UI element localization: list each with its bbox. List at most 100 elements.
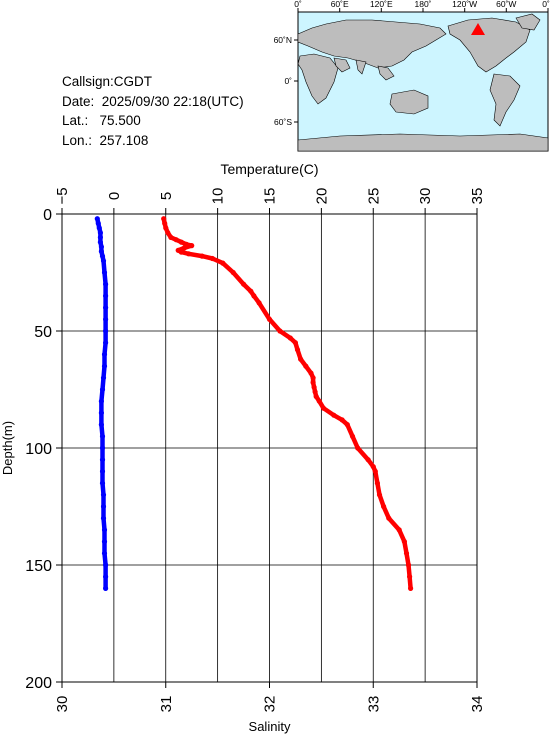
temperature-point bbox=[101, 539, 108, 545]
temperature-point bbox=[100, 258, 107, 264]
antarctica-landmass bbox=[297, 133, 549, 152]
salinity-point bbox=[313, 393, 319, 400]
temperature-point bbox=[98, 410, 104, 416]
top-axis-tick-label: 0 bbox=[106, 192, 123, 200]
salinity-point bbox=[199, 253, 205, 259]
map-lon-label: 120˚E bbox=[370, 0, 393, 9]
salinity-point bbox=[230, 269, 236, 276]
salinity-point bbox=[241, 281, 247, 287]
salinity-point bbox=[407, 574, 413, 580]
map-lon-label: 120˚W bbox=[452, 0, 477, 9]
temperature-point bbox=[103, 305, 109, 311]
temperature-point bbox=[99, 253, 106, 259]
salinity-point bbox=[186, 251, 192, 257]
bottom-axis-tick-label: 31 bbox=[158, 696, 175, 713]
eurasia-landmass bbox=[297, 19, 447, 69]
temperature-point bbox=[97, 230, 103, 236]
temperature-point bbox=[100, 503, 107, 510]
arabia-landmass bbox=[333, 57, 351, 73]
temperature-point bbox=[103, 340, 109, 346]
top-axis-tick-label: −5 bbox=[54, 187, 71, 204]
bottom-axis-tick-label: 32 bbox=[262, 696, 279, 713]
temperature-point bbox=[99, 433, 106, 439]
salinity-point bbox=[287, 335, 293, 341]
temperature-point bbox=[101, 550, 108, 556]
map-tick-marks bbox=[294, 8, 549, 123]
temperature-point bbox=[95, 220, 101, 226]
temperature-point bbox=[103, 281, 109, 287]
salinity-point bbox=[370, 464, 376, 470]
temperature-point bbox=[99, 386, 106, 393]
temperature-point bbox=[101, 363, 108, 369]
left-axis-title: Depth(m) bbox=[0, 421, 15, 475]
temperature-point bbox=[103, 574, 109, 580]
temperature-point bbox=[103, 316, 109, 322]
salinity-point bbox=[256, 300, 262, 306]
salinity-point bbox=[365, 457, 371, 463]
temperature-point bbox=[99, 468, 106, 474]
temperature-point bbox=[103, 585, 109, 592]
salinity-point bbox=[310, 375, 316, 381]
salinity-point bbox=[294, 347, 301, 353]
salinity-point bbox=[163, 225, 169, 231]
map-lat-label: 60˚N bbox=[274, 35, 292, 45]
salinity-point bbox=[316, 398, 322, 404]
temperature-point bbox=[99, 457, 106, 463]
africa-landmass bbox=[297, 53, 339, 105]
temperature-point bbox=[101, 351, 108, 357]
temperature-point bbox=[103, 328, 109, 334]
temperature-point bbox=[101, 269, 108, 276]
temperature-point bbox=[100, 492, 107, 498]
left-axis-tick-label: 200 bbox=[25, 675, 52, 692]
salinity-point bbox=[209, 255, 215, 262]
salinity-point bbox=[401, 539, 407, 545]
top-axis-title: Temperature(C) bbox=[220, 161, 318, 177]
top-axis-tick-label: 20 bbox=[313, 188, 330, 205]
bottom-axis-tick-label: 30 bbox=[54, 696, 71, 713]
salinity-point bbox=[374, 480, 380, 486]
map-lon-label: 0˚ bbox=[294, 0, 302, 9]
salinity-point bbox=[308, 370, 314, 376]
temperature-point bbox=[98, 244, 104, 250]
salinity-point bbox=[376, 492, 383, 498]
station-info: Callsign:CGDT Date: 2025/09/30 22:18(UTC… bbox=[62, 72, 244, 150]
salinity-point bbox=[312, 389, 318, 395]
salinity-point bbox=[344, 422, 350, 428]
salinity-point bbox=[173, 237, 179, 243]
north-america-landmass bbox=[447, 17, 531, 73]
latitude-text: Lat.: 75.500 bbox=[62, 113, 141, 128]
temperature-point bbox=[100, 515, 107, 521]
salinity-point bbox=[292, 340, 298, 346]
top-axis-tick-label: 15 bbox=[262, 188, 279, 205]
salinity-point bbox=[266, 316, 273, 322]
longitude-text: Lon.: 257.108 bbox=[62, 132, 149, 148]
salinity-point bbox=[303, 363, 309, 369]
salinity-point bbox=[310, 379, 316, 386]
salinity-point bbox=[372, 468, 378, 474]
salinity-point bbox=[331, 412, 337, 418]
map-lat-label: 0˚ bbox=[284, 76, 292, 86]
map-lon-label: 180˚ bbox=[414, 0, 431, 9]
map-top-labels: 0˚ 60˚E 120˚E 180˚ 120˚W 60˚W 0˚ bbox=[294, 0, 550, 9]
temperature-point bbox=[99, 445, 106, 451]
salinity-point bbox=[381, 503, 387, 510]
world-map: 0˚ 60˚E 120˚E 180˚ 120˚W 60˚W 0˚ 60˚N 0˚… bbox=[274, 0, 550, 152]
salinity-point bbox=[298, 356, 304, 362]
left-axis-tick-label: 0 bbox=[43, 207, 52, 224]
salinity-point bbox=[408, 585, 414, 592]
salinity-point bbox=[248, 288, 254, 294]
chart-series bbox=[94, 216, 414, 592]
temperature-point bbox=[103, 562, 109, 568]
salinity-point bbox=[178, 249, 184, 255]
left-axis-tick-label: 100 bbox=[25, 441, 52, 458]
southeast-asia-landmass bbox=[377, 65, 395, 81]
australia-landmass bbox=[389, 89, 429, 115]
callsign-text: Callsign:CGDT bbox=[62, 74, 153, 89]
map-lon-label: 0˚ bbox=[542, 0, 550, 9]
top-axis-tick-label: 5 bbox=[158, 192, 175, 200]
station-marker bbox=[471, 23, 485, 35]
map-lon-label: 60˚W bbox=[496, 0, 516, 9]
temperature-point bbox=[97, 239, 103, 245]
top-axis-tick-label: 30 bbox=[417, 188, 434, 205]
